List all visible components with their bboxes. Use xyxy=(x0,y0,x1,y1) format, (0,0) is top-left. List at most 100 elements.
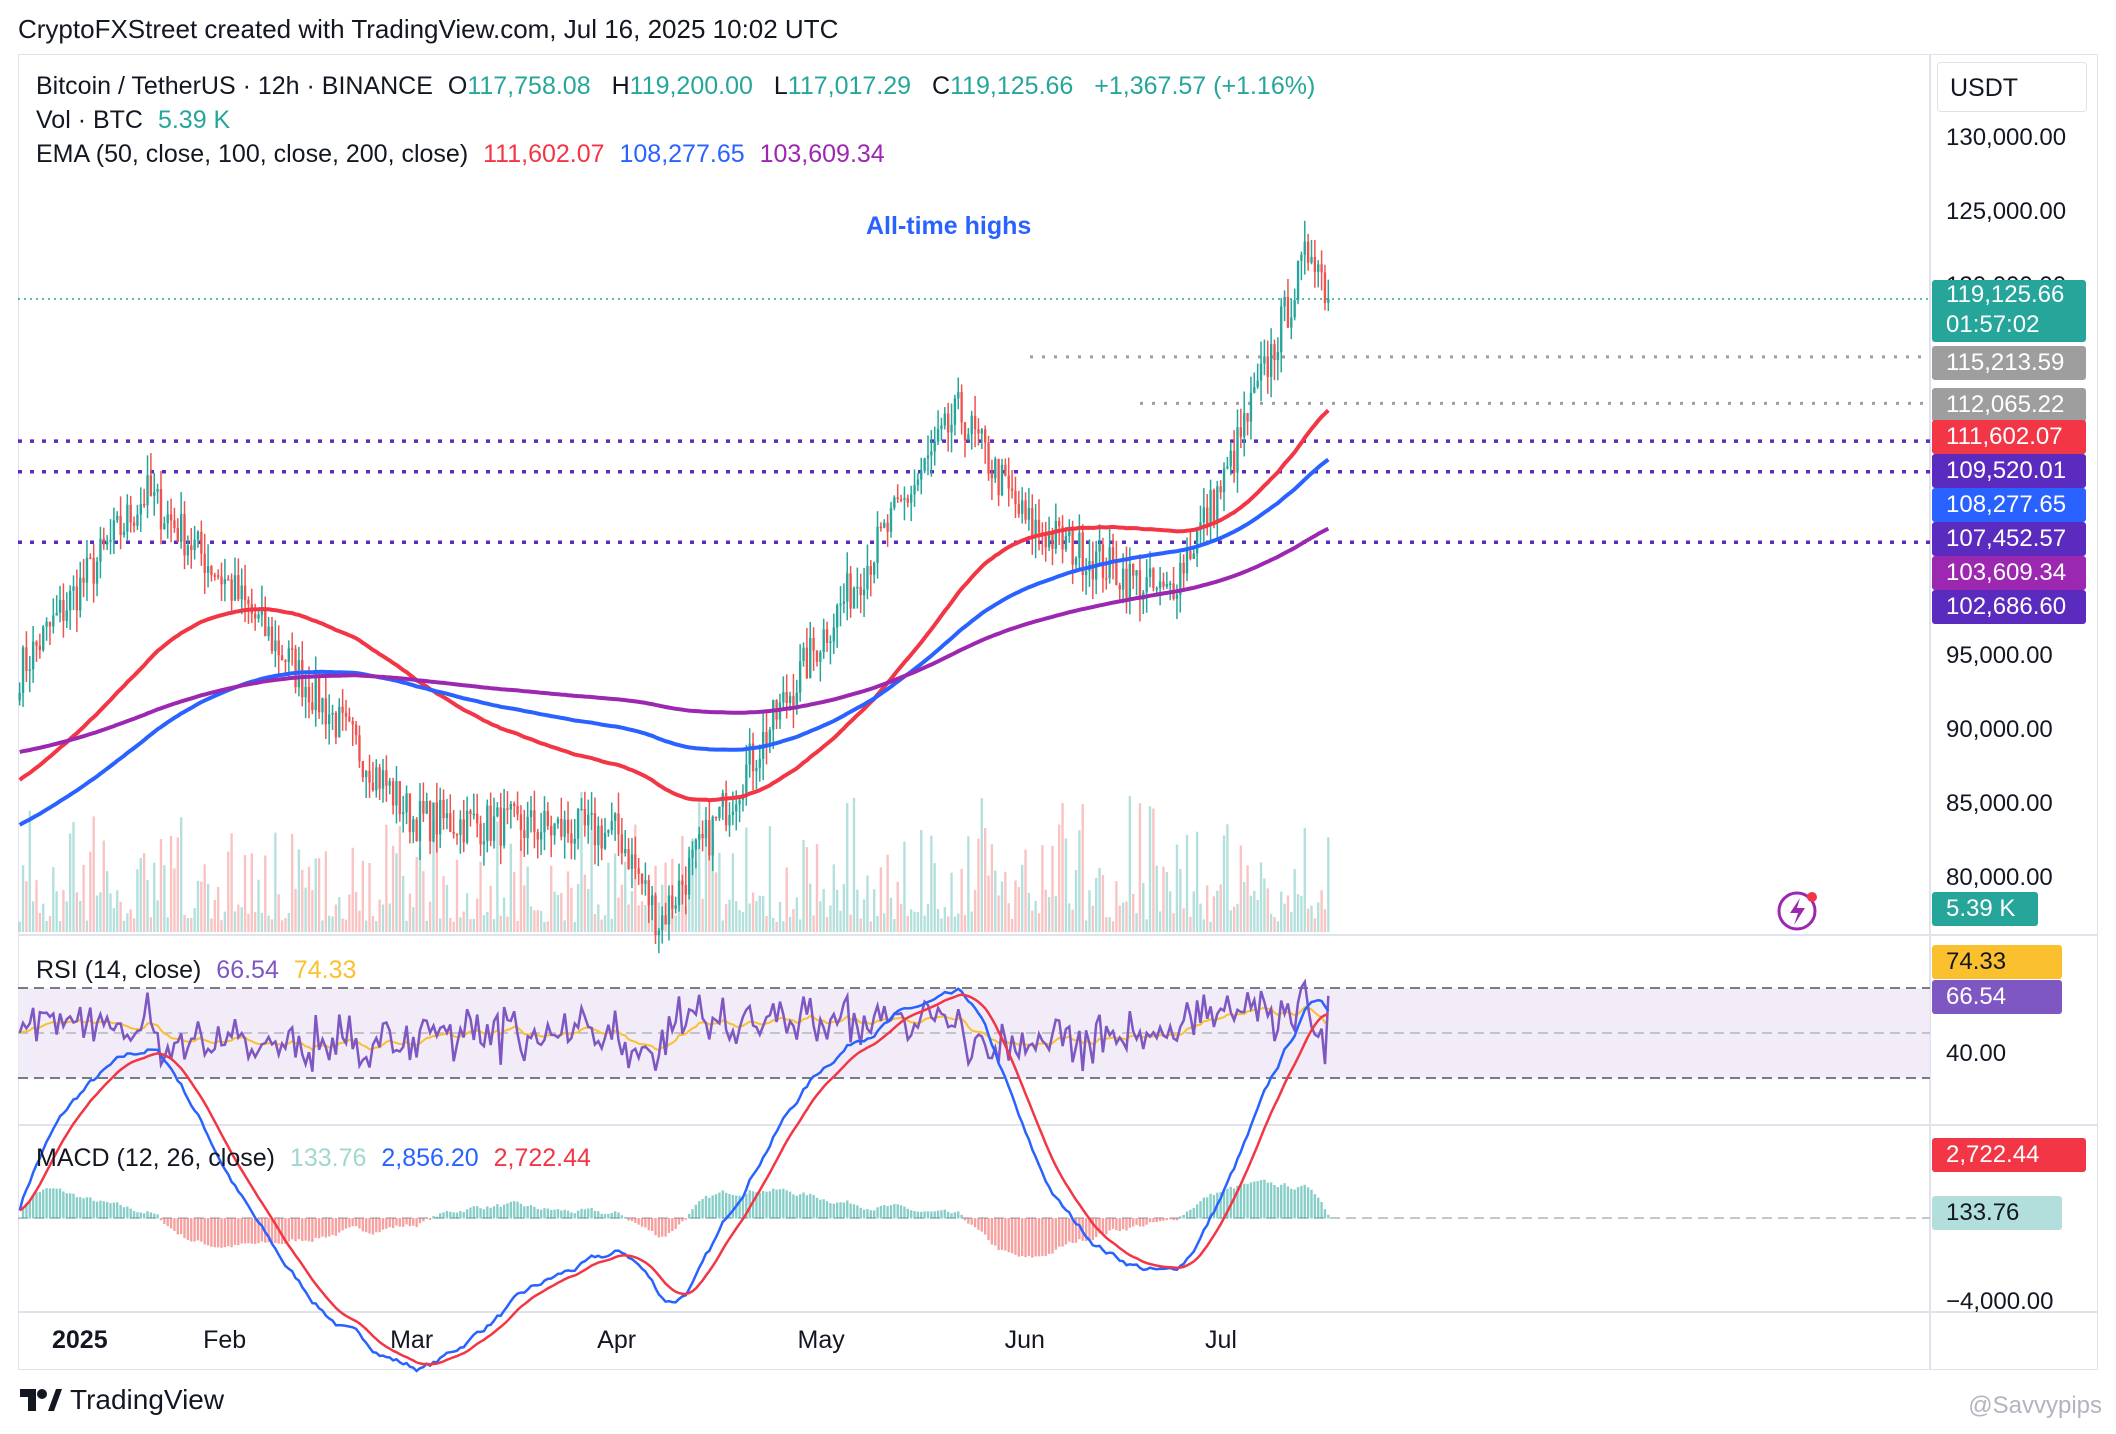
candle-body xyxy=(105,541,109,545)
symbol-title[interactable]: Bitcoin / TetherUS · 12h · BINANCE xyxy=(36,72,433,100)
candle-body xyxy=(587,814,590,826)
volume-bar xyxy=(1266,888,1269,932)
watermark: @Savvypips xyxy=(1968,1392,2102,1419)
volume-bar xyxy=(415,857,418,932)
macd-histogram-bar xyxy=(946,1211,950,1219)
candle-body xyxy=(1091,561,1095,580)
macd-histogram-bar xyxy=(1182,1214,1185,1219)
candle-body xyxy=(674,905,677,909)
macd-histogram-bar xyxy=(1115,1218,1118,1231)
candle-body xyxy=(1259,363,1263,381)
macd-histogram-bar xyxy=(237,1218,240,1246)
macd-histogram-bar xyxy=(721,1190,724,1219)
candle-body xyxy=(358,735,361,762)
macd-histogram-bar xyxy=(990,1218,994,1245)
open-label: O xyxy=(447,72,468,100)
macd-histogram-bar xyxy=(1286,1186,1290,1219)
candle-body xyxy=(1078,532,1081,558)
price-tag: 115,213.59 xyxy=(1932,346,2086,380)
currency-selector[interactable]: USDT xyxy=(1937,62,2087,112)
lightning-icon[interactable] xyxy=(1777,891,1817,931)
candlesticks xyxy=(18,220,1330,954)
macd-histogram-bar xyxy=(489,1207,492,1219)
candle-body xyxy=(940,425,943,430)
candle-body xyxy=(153,491,156,496)
macd-histogram-bar xyxy=(79,1197,82,1219)
candle-body xyxy=(694,839,698,850)
macd-histogram-bar xyxy=(149,1212,153,1219)
volume-bar xyxy=(72,822,75,932)
volume-bar xyxy=(348,894,351,932)
macd-histogram-bar xyxy=(775,1189,778,1219)
macd-histogram-bar xyxy=(661,1218,664,1237)
macd-label[interactable]: MACD (12, 26, close) xyxy=(36,1144,275,1172)
volume-legend: Vol · BTC 5.39 K xyxy=(36,106,238,135)
macd-histogram-bar xyxy=(1246,1184,1249,1219)
macd-histogram-bar xyxy=(809,1193,812,1219)
candle-body xyxy=(1138,570,1142,600)
macd-histogram-bar xyxy=(45,1188,48,1219)
volume-bar xyxy=(963,915,967,932)
volume-bar xyxy=(1323,909,1327,932)
macd-histogram-bar xyxy=(913,1210,916,1219)
volume-bar xyxy=(1259,862,1263,932)
macd-histogram-bar xyxy=(1206,1197,1209,1219)
macd-histogram-bar xyxy=(351,1218,354,1227)
macd-histogram-bar xyxy=(691,1209,694,1219)
candle-body xyxy=(946,413,950,433)
candle-body xyxy=(1004,464,1007,476)
volume-bar xyxy=(492,919,496,932)
candle-body xyxy=(1034,519,1037,537)
volume-bar xyxy=(163,865,166,932)
volume-bar xyxy=(913,911,916,932)
macd-histogram-bar xyxy=(65,1193,68,1219)
volume-bar xyxy=(166,917,169,932)
volume-bar xyxy=(1031,910,1034,932)
macd-histogram-bar xyxy=(906,1208,909,1219)
macd-histogram-bar xyxy=(1105,1218,1108,1235)
macd-histogram-bar xyxy=(354,1218,358,1227)
price-axis-tick: 85,000.00 xyxy=(1946,790,2053,817)
volume-bar xyxy=(909,909,913,932)
candle-body xyxy=(176,527,179,542)
candle-body xyxy=(52,615,55,627)
candle-body xyxy=(539,832,543,840)
rsi-label[interactable]: RSI (14, close) xyxy=(36,956,202,984)
macd-axis-tick: −4,000.00 xyxy=(1946,1288,2054,1315)
volume-bar xyxy=(513,872,516,932)
macd-histogram-bar xyxy=(486,1206,489,1219)
candle-body xyxy=(307,686,311,703)
ema-label[interactable]: EMA (50, close, 100, close, 200, close) xyxy=(36,140,469,168)
candle-body xyxy=(65,610,68,621)
macd-histogram-bar xyxy=(129,1208,132,1219)
macd-histogram-bar xyxy=(290,1218,294,1240)
candle-body xyxy=(546,811,550,826)
macd-histogram-bar xyxy=(997,1218,1000,1251)
ema50-value: 111,602.07 xyxy=(483,140,605,168)
macd-histogram-bar xyxy=(886,1206,889,1219)
macd-histogram-bar xyxy=(1135,1218,1138,1225)
macd-histogram-bar xyxy=(95,1201,99,1219)
volume-bar xyxy=(795,897,798,932)
volume-bar xyxy=(920,830,923,932)
volume-bar xyxy=(889,897,893,932)
tradingview-logo[interactable]: TradingView xyxy=(18,1384,224,1416)
candle-body xyxy=(879,526,883,529)
macd-histogram-bar xyxy=(899,1205,903,1219)
macd-histogram-bar xyxy=(1010,1218,1014,1254)
macd-histogram-bar xyxy=(1021,1218,1024,1257)
volume-label[interactable]: Vol · BTC xyxy=(36,106,143,134)
time-axis-label: Mar xyxy=(390,1326,434,1354)
volume-bar xyxy=(1152,808,1155,932)
volume-bar xyxy=(556,894,560,932)
volume-bar xyxy=(872,889,876,932)
volume-bar xyxy=(849,914,852,932)
volume-bar xyxy=(445,884,449,932)
macd-histogram-bar xyxy=(1236,1185,1239,1219)
candle-body xyxy=(361,761,364,778)
volume-bar xyxy=(311,890,314,932)
candle-body xyxy=(620,834,624,854)
candle-body xyxy=(68,590,72,611)
candle-body xyxy=(253,613,257,619)
